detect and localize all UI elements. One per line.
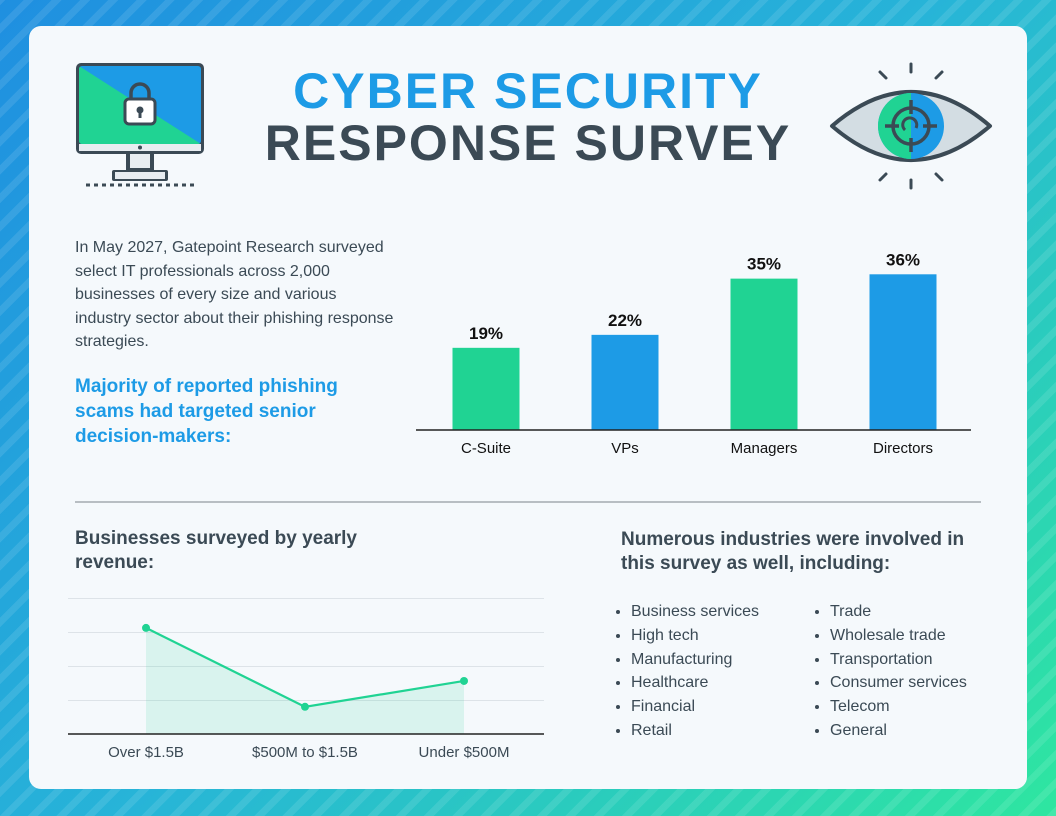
revenue-section-title: Businesses surveyed by yearly revenue: <box>75 528 358 573</box>
industries-section-title: Numerous industries were involved in thi… <box>621 529 965 574</box>
industries-list-col2: Trade Wholesale trade Transportation Con… <box>814 600 967 743</box>
list-item: General <box>830 719 967 743</box>
highlight-statement: Majority of reported phishing scams had … <box>75 376 338 447</box>
list-item: Consumer services <box>830 671 967 695</box>
list-item: Retail <box>631 719 759 743</box>
section-divider <box>75 501 981 503</box>
list-item: Transportation <box>830 648 967 672</box>
list-item: Manufacturing <box>631 648 759 672</box>
list-item: High tech <box>631 624 759 648</box>
list-item: Business services <box>631 600 759 624</box>
list-item: Financial <box>631 695 759 719</box>
list-item: Trade <box>830 600 967 624</box>
eye-target-icon <box>830 62 992 190</box>
computer-lock-icon <box>76 63 204 187</box>
list-item: Telecom <box>830 695 967 719</box>
page-title-line2: RESPONSE SURVEY <box>264 115 792 171</box>
list-item: Wholesale trade <box>830 624 967 648</box>
industries-list-col1: Business services High tech Manufacturin… <box>615 600 759 743</box>
page-title-line1: CYBER SECURITY <box>293 63 763 119</box>
list-item: Healthcare <box>631 671 759 695</box>
intro-paragraph: In May 2027, Gatepoint Research surveyed… <box>75 239 394 350</box>
